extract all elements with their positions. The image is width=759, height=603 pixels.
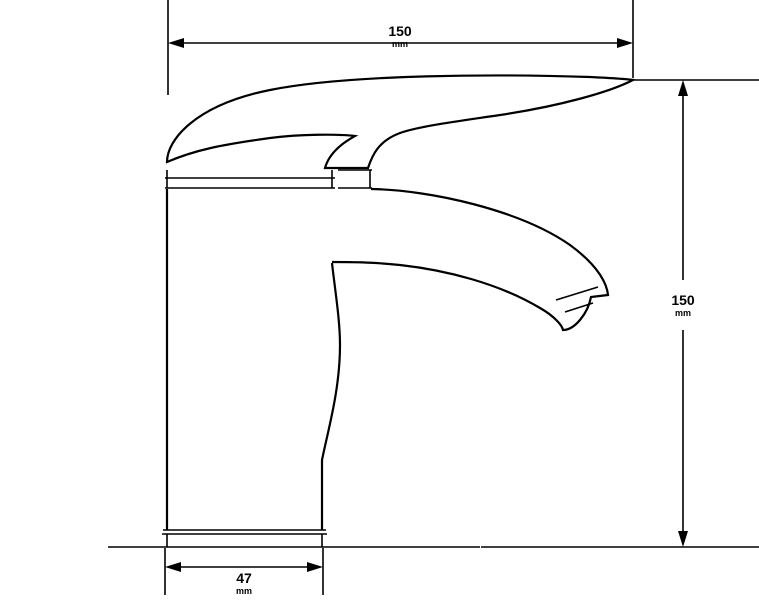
dim-top-unit: mm bbox=[392, 39, 408, 49]
body-right-edge bbox=[322, 263, 340, 530]
base-flange bbox=[162, 534, 327, 547]
arrow-up bbox=[678, 80, 688, 96]
dimension-top: 150 mm bbox=[168, 0, 633, 95]
arrow-left bbox=[165, 562, 181, 572]
cartridge-cap bbox=[165, 170, 372, 188]
dimension-right: 150 mm bbox=[481, 80, 759, 547]
dim-right-value: 150 bbox=[671, 292, 695, 308]
handle-outline bbox=[167, 75, 633, 168]
arrow-down bbox=[678, 531, 688, 547]
arrow-left bbox=[168, 38, 184, 48]
technical-drawing: 150 mm 150 mm 47 mm bbox=[0, 0, 759, 603]
arrow-right bbox=[617, 38, 633, 48]
dimension-bottom: 47 mm bbox=[165, 548, 323, 596]
spout-outline bbox=[332, 189, 608, 330]
dim-top-value: 150 bbox=[388, 23, 412, 39]
dim-bottom-value: 47 bbox=[236, 570, 252, 586]
dim-right-unit: mm bbox=[675, 308, 691, 318]
aerator bbox=[556, 287, 598, 312]
arrow-right bbox=[307, 562, 323, 572]
dim-bottom-unit: mm bbox=[236, 586, 252, 596]
faucet-outline bbox=[162, 75, 633, 547]
